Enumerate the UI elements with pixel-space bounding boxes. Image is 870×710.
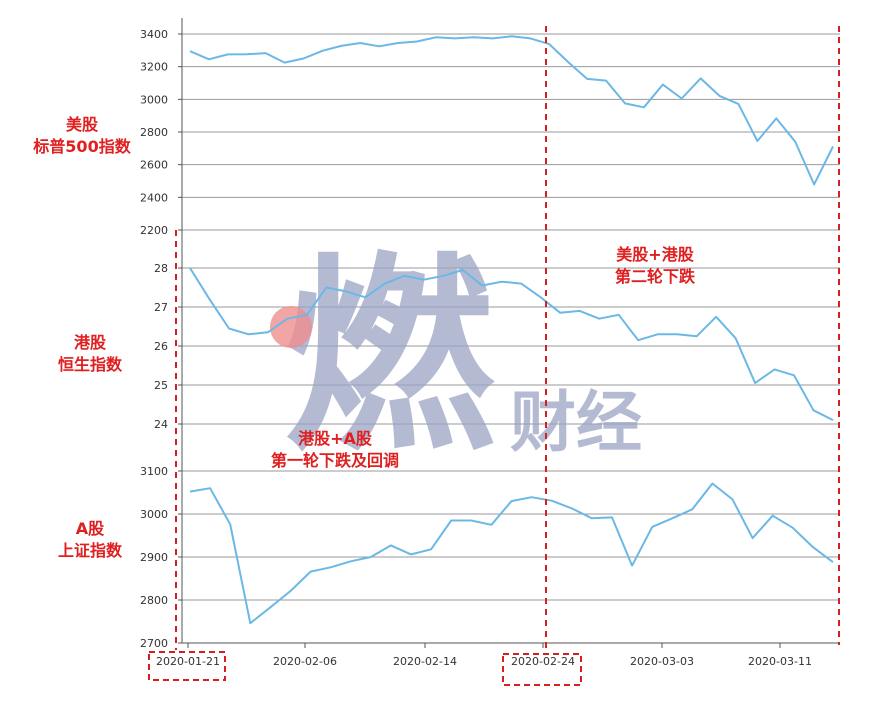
ytick-label-us-3200: 3200 xyxy=(140,61,168,74)
xtick-label-2020-01-21: 2020-01-21 xyxy=(156,655,220,668)
annotation-first-decline: 港股+A股 第一轮下跌及回调 xyxy=(230,428,440,472)
panel-label-hk: 港股 恒生指数 xyxy=(20,332,160,376)
panel-label-hk-line2: 恒生指数 xyxy=(57,355,122,374)
xtick-label-2020-02-14: 2020-02-14 xyxy=(393,655,457,668)
axes: 2200 2400 2600 2800 3000 3200 3400 24 25 26 27 28 27… xyxy=(140,18,840,668)
ytick-label-us-2200: 2200 xyxy=(140,224,168,237)
ytick-label-us-3000: 3000 xyxy=(140,93,168,106)
annotation-first-line1: 港股+A股 xyxy=(298,429,372,448)
series-lines xyxy=(189,35,834,625)
annotation-second-line1: 美股+港股 xyxy=(616,245,694,264)
xtick-label-2020-02-06: 2020-02-06 xyxy=(273,655,337,668)
xtick-label-2020-02-24: 2020-02-24 xyxy=(511,655,575,668)
ytick-label-us-2400: 2400 xyxy=(140,191,168,204)
panel-label-us-line2: 标普500指数 xyxy=(33,137,131,156)
highlight-boxes xyxy=(148,26,840,686)
ytick-label-hk-27: 27 xyxy=(154,301,168,314)
ytick-label-cn-3100: 3100 xyxy=(140,465,168,478)
xtick-label-2020-03-03: 2020-03-03 xyxy=(630,655,694,668)
series-line-us xyxy=(189,35,834,186)
ytick-label-cn-2900: 2900 xyxy=(140,551,168,564)
panel-label-cn-line1: A股 xyxy=(75,519,105,538)
highlight-box-2020-02-24 xyxy=(502,653,582,686)
annotation-first-line2: 第一轮下跌及回调 xyxy=(270,451,399,470)
ytick-label-hk-24: 24 xyxy=(154,418,168,431)
ytick-label-us-3400: 3400 xyxy=(140,28,168,41)
xtick-label-2020-03-11: 2020-03-11 xyxy=(748,655,812,668)
panel-label-cn: A股 上证指数 xyxy=(20,518,160,562)
watermark-logo-glyph: 燃 xyxy=(284,235,495,480)
panel-label-us: 美股 标普500指数 xyxy=(12,114,152,158)
ytick-label-us-2600: 2600 xyxy=(140,159,168,172)
ytick-label-us-2800: 2800 xyxy=(140,126,168,139)
annotation-second-line2: 第二轮下跌 xyxy=(614,267,695,286)
watermark: 燃 财经 xyxy=(270,235,642,480)
ytick-label-hk-26: 26 xyxy=(154,340,168,353)
highlight-box-2020-01-21 xyxy=(148,651,226,681)
panel-label-hk-line1: 港股 xyxy=(73,333,106,352)
ytick-label-cn-3000: 3000 xyxy=(140,508,168,521)
panel-label-cn-line2: 上证指数 xyxy=(57,541,122,560)
ytick-label-hk-25: 25 xyxy=(154,379,168,392)
ytick-label-hk-28: 28 xyxy=(154,262,168,275)
annotation-second-decline: 美股+港股 第二轮下跌 xyxy=(575,244,735,288)
watermark-logo-text: 财经 xyxy=(510,384,642,461)
series-line-cn xyxy=(189,482,834,625)
series-line-hk xyxy=(189,267,834,421)
ytick-label-cn-2800: 2800 xyxy=(140,594,168,607)
panel-label-us-line1: 美股 xyxy=(65,115,98,134)
ytick-label-cn-2700: 2700 xyxy=(140,637,168,650)
